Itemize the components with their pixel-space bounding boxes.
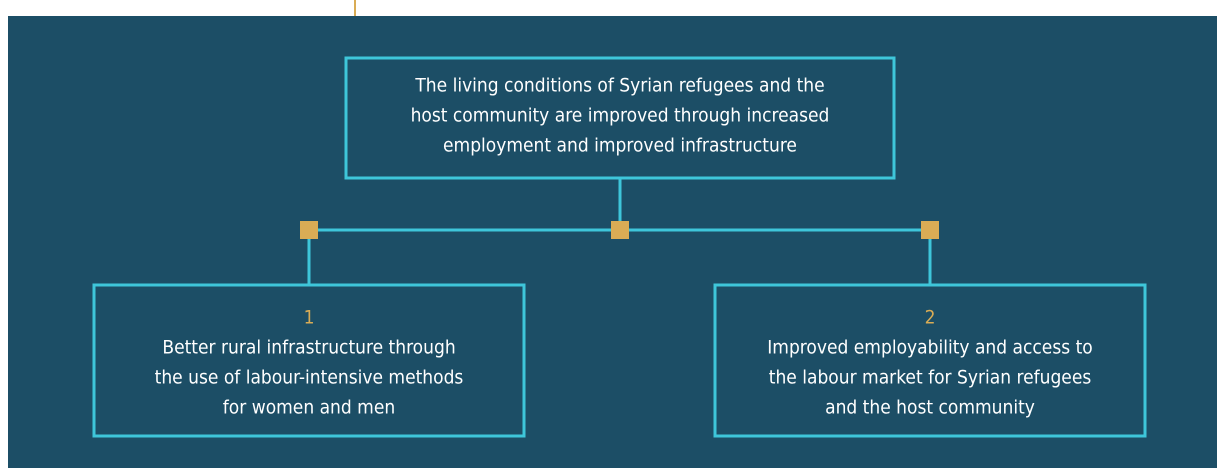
node-text: host community are improved through incr… — [411, 105, 830, 127]
node-number: 2 — [925, 307, 936, 329]
junction — [921, 221, 939, 239]
node-text: The living conditions of Syrian refugees… — [414, 75, 824, 97]
node-text: and the host community — [825, 397, 1035, 419]
node-text: Better rural infrastructure through — [162, 337, 455, 359]
node-text: the use of labour-intensive methods — [155, 367, 464, 389]
node-text: for women and men — [223, 397, 395, 419]
node-number: 1 — [304, 307, 315, 329]
node-text: Improved employability and access to — [767, 337, 1092, 359]
background — [8, 16, 1217, 468]
junction — [300, 221, 318, 239]
junction — [611, 221, 629, 239]
node-text: the labour market for Syrian refugees — [769, 367, 1092, 389]
node-text: employment and improved infrastructure — [443, 135, 797, 157]
